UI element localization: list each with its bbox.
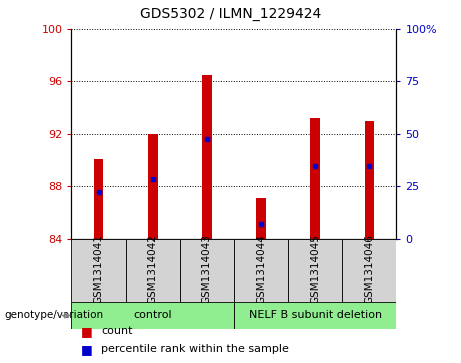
Text: genotype/variation: genotype/variation xyxy=(5,310,104,321)
Bar xyxy=(71,302,234,329)
Bar xyxy=(256,198,266,239)
Bar xyxy=(365,121,374,239)
Bar xyxy=(180,239,234,302)
Text: ■: ■ xyxy=(81,325,92,338)
Bar xyxy=(234,239,288,302)
Text: NELF B subunit deletion: NELF B subunit deletion xyxy=(248,310,382,321)
Bar xyxy=(310,118,320,239)
Text: GDS5302 / ILMN_1229424: GDS5302 / ILMN_1229424 xyxy=(140,7,321,21)
Text: GSM1314045: GSM1314045 xyxy=(310,234,320,304)
Text: percentile rank within the sample: percentile rank within the sample xyxy=(101,344,290,354)
Text: count: count xyxy=(101,326,133,336)
Text: ■: ■ xyxy=(81,343,92,356)
Bar xyxy=(342,239,396,302)
Text: GSM1314043: GSM1314043 xyxy=(202,234,212,304)
Bar xyxy=(148,134,158,239)
Text: control: control xyxy=(133,310,172,321)
Bar xyxy=(234,302,396,329)
Text: GSM1314042: GSM1314042 xyxy=(148,234,158,304)
Text: GSM1314046: GSM1314046 xyxy=(364,234,374,304)
Text: GSM1314041: GSM1314041 xyxy=(94,234,104,304)
Bar xyxy=(94,159,103,239)
Bar xyxy=(202,75,212,239)
Bar xyxy=(288,239,342,302)
Bar xyxy=(71,239,125,302)
Text: GSM1314044: GSM1314044 xyxy=(256,234,266,304)
Bar xyxy=(125,239,180,302)
